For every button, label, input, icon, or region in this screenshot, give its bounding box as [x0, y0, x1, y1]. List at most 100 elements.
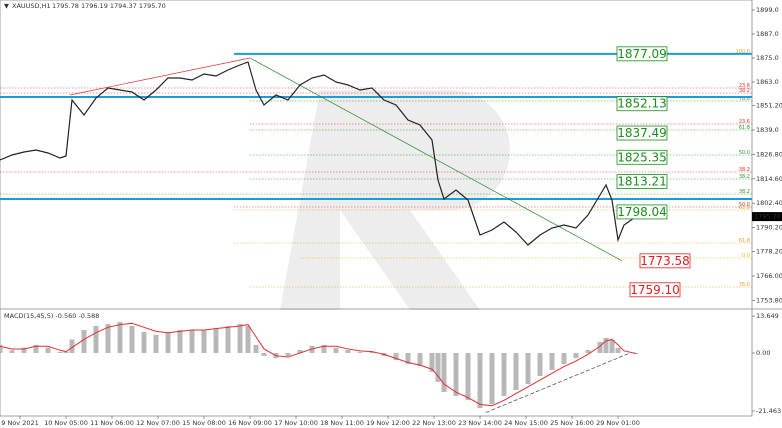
macd-bar	[501, 352, 507, 396]
x-tick-label: 19 Nov 12:00	[366, 419, 410, 427]
macd-bar	[117, 321, 123, 353]
fib-label: 61.8	[739, 125, 750, 131]
macd-bar	[45, 347, 51, 353]
trend-line	[249, 57, 623, 262]
y-tick-label: 1753.80	[756, 296, 782, 304]
level-box	[616, 174, 668, 189]
macd-bar	[477, 352, 483, 409]
trend-line	[69, 57, 251, 96]
fib-label: 100.0	[736, 49, 750, 55]
y-tick-label: 1778.20	[756, 248, 782, 256]
y-tick-label: 1863.0	[756, 78, 779, 86]
x-tick-label: 15 Nov 08:00	[182, 419, 226, 427]
x-tick-label: 23 Nov 14:00	[458, 419, 502, 427]
macd-bar	[429, 352, 435, 372]
macd-bar	[261, 352, 267, 356]
x-tick-label: 24 Nov 15:00	[504, 419, 548, 427]
level-label: 1825.35	[617, 150, 667, 164]
macd-bar	[69, 339, 75, 353]
macd-bar	[573, 352, 579, 359]
macd-bar	[525, 352, 531, 385]
y-tick-label: 1826.80	[756, 150, 782, 158]
fib-label: 61.8	[739, 205, 750, 211]
macd-bar	[309, 345, 315, 353]
level-box	[629, 282, 681, 298]
fib-label: 23.6	[739, 119, 750, 125]
macd-bar	[213, 327, 219, 353]
level-box	[616, 96, 668, 112]
y-tick-label: 1899.0	[756, 6, 779, 14]
macd-bar	[603, 337, 609, 353]
macd-bar	[21, 347, 27, 353]
macd-bar	[615, 347, 621, 353]
ohlc: 1795.78 1796.19 1794.37 1795.70	[52, 2, 166, 10]
macd-bar	[225, 325, 231, 353]
fib-label: 76.0	[739, 282, 750, 288]
macd-bar	[33, 344, 39, 353]
macd-bar	[513, 352, 519, 391]
macd-bar	[93, 325, 99, 353]
x-tick-label: 25 Nov 16:00	[550, 419, 594, 427]
macd-bar	[63, 351, 69, 353]
level-label: 1798.04	[617, 205, 667, 219]
macd-bar	[321, 344, 327, 353]
level-label: 1837.49	[617, 126, 667, 140]
macd-bar	[435, 352, 441, 382]
x-tick-label: 29 Nov 01:00	[596, 419, 640, 427]
y-tick-label: 1839.0	[756, 126, 779, 134]
fib-label: 61.8	[739, 238, 750, 244]
macd-bar	[165, 331, 171, 353]
macd-bar	[369, 351, 375, 353]
y-tick-label: 1790.20	[756, 224, 782, 232]
x-tick-label: 18 Nov 11:00	[320, 419, 364, 427]
x-tick-label: 17 Nov 10:00	[274, 419, 318, 427]
macd-bar	[153, 334, 159, 353]
y-tick-label: 1887.0	[756, 30, 779, 38]
macd-bar	[561, 352, 567, 365]
collapse-arrow: ▼	[4, 2, 9, 10]
macd-bar	[453, 352, 459, 396]
macd-bar	[393, 352, 399, 361]
x-tick-label: 11 Nov 06:00	[90, 419, 134, 427]
fib-label: 38.2	[739, 88, 750, 94]
macd-bar	[609, 340, 615, 353]
y-tick-label: 1802.40	[756, 199, 782, 207]
fib-label: 23.6	[739, 83, 750, 89]
macd-bar	[253, 344, 259, 353]
macd-bar	[9, 350, 15, 353]
x-tick-label: 22 Nov 13:00	[412, 419, 456, 427]
y-tick-label: 1851.20	[756, 102, 782, 110]
macd-bar	[345, 350, 351, 353]
macd-bar	[489, 352, 495, 405]
level-label: 1877.09	[617, 47, 667, 61]
macd-bar	[285, 352, 291, 356]
level-label: 1852.13	[617, 97, 667, 111]
macd-bar	[297, 350, 303, 353]
current-price-box	[752, 212, 782, 222]
macd-bar	[405, 352, 411, 365]
y-tick-label: 0.00	[756, 349, 770, 357]
macd-bar	[201, 330, 207, 353]
fib-label: 38.2	[739, 167, 750, 173]
macd-bar	[129, 325, 135, 353]
trend-line	[485, 352, 631, 413]
macd-bar	[585, 350, 591, 353]
price-line	[0, 61, 637, 246]
macd-bar	[245, 325, 251, 353]
level-label: 1773.58	[640, 254, 690, 268]
macd-bar	[417, 352, 423, 366]
macd-bar	[177, 330, 183, 353]
macd-bar	[549, 352, 555, 371]
level-label: 1759.10	[630, 283, 680, 297]
y-tick-label: 1875.0	[756, 54, 779, 62]
fib-label: 38.2	[739, 174, 750, 180]
level-box	[616, 149, 668, 165]
macd-bar	[0, 344, 3, 353]
macd-bar	[189, 330, 195, 353]
indicator-title: MACD(15,45,5) -0.560 -0.588	[4, 312, 99, 320]
level-label: 1813.21	[617, 175, 667, 189]
macd-bar	[57, 351, 63, 353]
x-tick-label: 16 Nov 09:00	[228, 419, 272, 427]
